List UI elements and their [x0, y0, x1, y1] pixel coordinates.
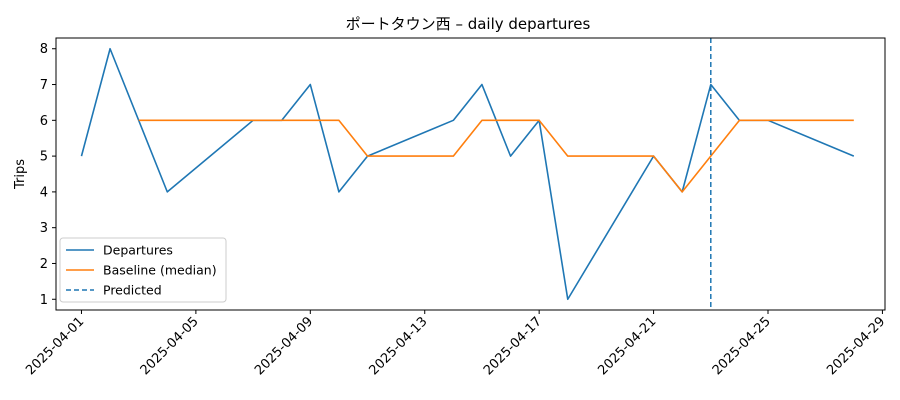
plot-frame	[55, 37, 886, 311]
x-tick-label: 2025-04-13	[367, 314, 431, 378]
x-tick-label: 2025-04-25	[710, 314, 774, 378]
y-tick-label: 1	[40, 293, 48, 308]
legend-entry-label: Departures	[103, 243, 173, 258]
x-tick-label: 2025-04-21	[595, 314, 659, 378]
y-tick-label: 3	[40, 221, 48, 236]
axes: 1 2 3 4 5 6 7 8 2025-04-01 2025-04-05 2025-04-09 20…	[23, 42, 888, 378]
y-tick-label: 7	[40, 78, 48, 93]
y-tick-label: 5	[40, 150, 48, 165]
series-line-baseline	[138, 119, 854, 193]
x-tick-label: 2025-04-01	[23, 314, 87, 378]
x-tick-label: 2025-04-29	[824, 314, 888, 378]
y-axis-label: Trips	[13, 159, 28, 190]
legend-box	[59, 237, 227, 303]
chart-title: ポートタウン西 – daily departures	[346, 15, 591, 33]
x-tick-label: 2025-04-17	[481, 314, 545, 378]
legend: Departures Baseline (median) Predicted	[59, 237, 227, 303]
y-tick-label: 8	[40, 42, 48, 57]
legend-entry-label: Predicted	[103, 283, 162, 298]
plot-area	[80, 38, 855, 310]
legend-entry-label: Baseline (median)	[103, 263, 217, 278]
y-tick-label: 4	[40, 185, 48, 200]
x-tick-label: 2025-04-05	[138, 314, 202, 378]
y-tick-label: 6	[40, 114, 48, 129]
x-tick-label: 2025-04-09	[252, 314, 316, 378]
y-tick-label: 2	[40, 257, 48, 272]
